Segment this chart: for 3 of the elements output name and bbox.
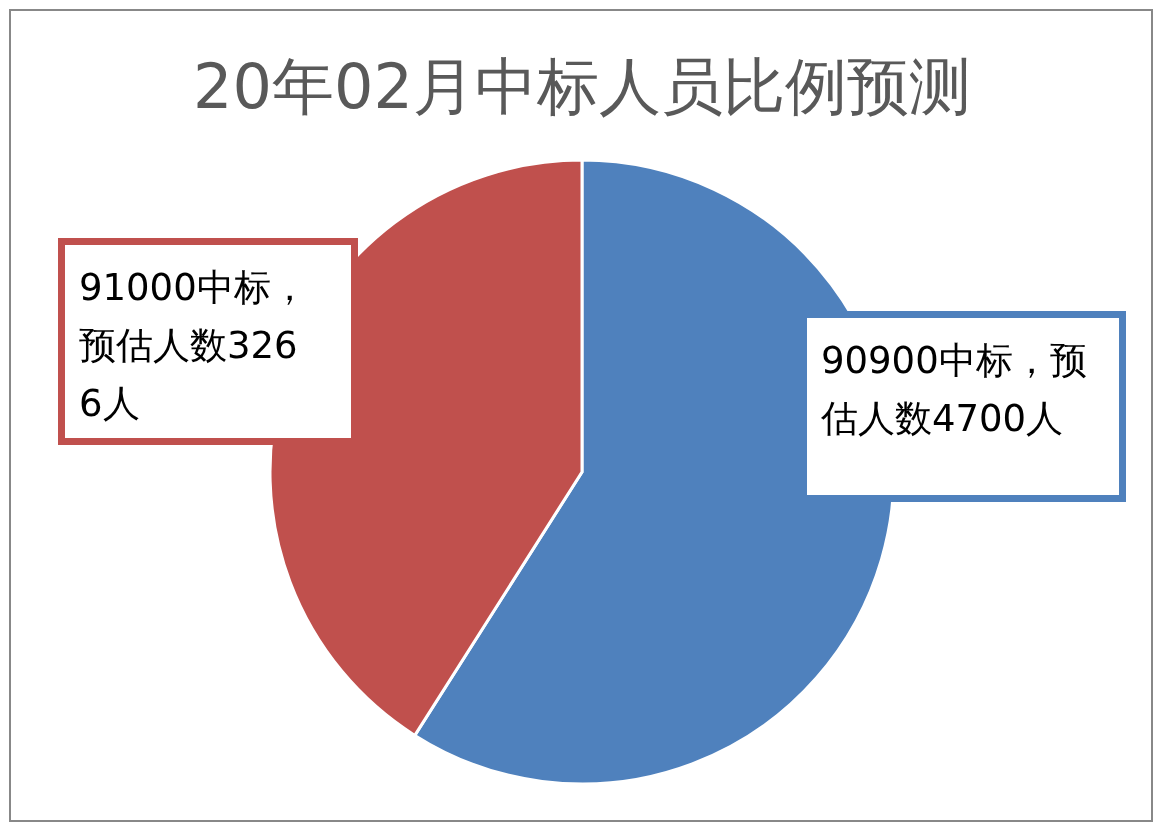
slice-label: 91000中标，预估人数3266人 <box>79 265 309 427</box>
slice-label: 90900中标，预估人数4700人 <box>821 338 1088 442</box>
title: 20年02月中标人员比例预测 <box>193 50 971 123</box>
